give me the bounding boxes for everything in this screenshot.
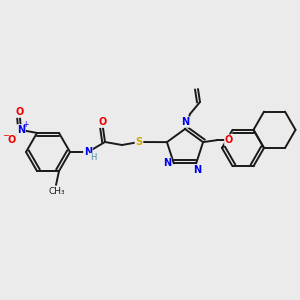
- Text: O: O: [8, 135, 16, 145]
- Text: N: N: [84, 147, 92, 157]
- Text: CH₃: CH₃: [49, 187, 65, 196]
- Text: O: O: [99, 117, 107, 127]
- Text: −: −: [2, 131, 10, 140]
- Text: O: O: [16, 107, 24, 117]
- Text: O: O: [225, 135, 233, 145]
- Text: H: H: [90, 154, 96, 163]
- Text: N: N: [193, 165, 201, 176]
- Text: N: N: [163, 158, 171, 168]
- Text: +: +: [22, 120, 29, 129]
- Text: N: N: [17, 125, 25, 135]
- Text: S: S: [135, 137, 142, 147]
- Text: N: N: [181, 117, 189, 127]
